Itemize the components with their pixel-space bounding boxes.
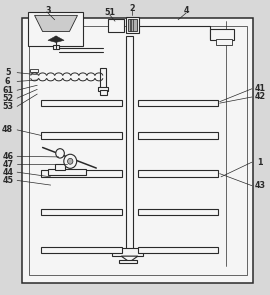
Bar (216, 39, 232, 45)
Bar (30, 69, 38, 72)
Text: 48: 48 (2, 125, 13, 135)
Bar (138, 100, 218, 106)
Text: 61: 61 (2, 86, 13, 95)
Bar (100, 68, 106, 89)
Text: 44: 44 (2, 168, 13, 177)
Text: 43: 43 (254, 181, 265, 190)
Bar (29, 26, 247, 275)
Bar (53, 45, 59, 49)
Circle shape (68, 158, 73, 164)
Text: 42: 42 (254, 93, 265, 101)
Text: 1: 1 (257, 158, 263, 167)
Circle shape (56, 149, 64, 158)
Bar (108, 19, 124, 32)
Circle shape (64, 154, 77, 168)
Polygon shape (35, 15, 77, 32)
Text: 41: 41 (254, 84, 265, 93)
Bar (112, 248, 143, 256)
Bar (100, 90, 107, 95)
Bar (22, 18, 253, 283)
Text: 53: 53 (2, 102, 13, 111)
Bar (41, 171, 122, 177)
Text: 3: 3 (45, 6, 51, 15)
Text: 51: 51 (104, 8, 115, 17)
Bar (41, 247, 122, 253)
Bar (41, 209, 122, 215)
Bar (138, 209, 218, 215)
Bar (138, 171, 218, 177)
Text: 47: 47 (2, 160, 13, 169)
Text: 52: 52 (2, 94, 13, 103)
Bar (41, 132, 122, 139)
Bar (138, 132, 218, 139)
Text: 45: 45 (2, 176, 13, 185)
Polygon shape (48, 36, 57, 42)
Bar (28, 12, 83, 46)
Bar (128, 19, 137, 31)
Bar (138, 247, 218, 253)
Bar (119, 260, 137, 263)
Text: 4: 4 (183, 6, 189, 15)
Text: 2: 2 (130, 4, 135, 12)
Text: 46: 46 (2, 152, 13, 161)
Bar (98, 87, 108, 91)
Polygon shape (121, 256, 138, 262)
Bar (210, 29, 234, 40)
Polygon shape (55, 36, 64, 42)
Bar (41, 100, 122, 106)
Bar (48, 169, 86, 175)
Text: 6: 6 (5, 77, 11, 86)
Bar (126, 17, 139, 33)
Bar (126, 36, 133, 250)
Bar (55, 164, 65, 170)
Text: 5: 5 (5, 68, 11, 77)
